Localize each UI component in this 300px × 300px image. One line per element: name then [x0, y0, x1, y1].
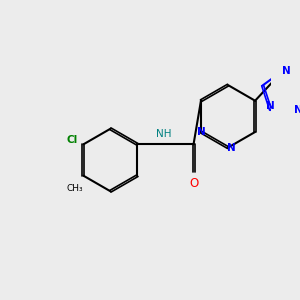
Text: N: N: [196, 127, 205, 137]
Text: N: N: [294, 104, 300, 115]
Text: N: N: [282, 65, 291, 76]
Text: NH: NH: [156, 129, 171, 139]
Text: O: O: [189, 177, 198, 190]
Text: CH₃: CH₃: [66, 184, 83, 193]
Text: N: N: [227, 142, 236, 153]
Text: N: N: [266, 101, 275, 111]
Text: Cl: Cl: [67, 135, 78, 145]
